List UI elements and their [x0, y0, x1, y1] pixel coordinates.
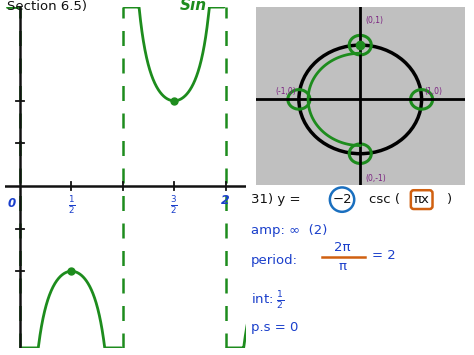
Text: $\frac{1}{2}$: $\frac{1}{2}$: [68, 194, 75, 215]
Text: int: $\frac{1}{2}$: int: $\frac{1}{2}$: [251, 290, 285, 312]
Text: csc (: csc (: [369, 193, 401, 206]
Text: 0: 0: [8, 197, 16, 210]
Text: 2: 2: [221, 194, 230, 207]
Text: = 2: = 2: [372, 249, 395, 262]
Text: πx: πx: [414, 193, 429, 206]
Text: (0,-1): (0,-1): [365, 174, 386, 182]
Text: p.s = 0: p.s = 0: [251, 321, 299, 334]
Text: 2π: 2π: [334, 241, 350, 254]
Text: (1,0): (1,0): [425, 87, 443, 96]
Text: 31) y =: 31) y =: [251, 193, 301, 206]
Text: π: π: [338, 261, 346, 273]
Text: −2: −2: [332, 193, 352, 206]
Text: ): ): [447, 193, 452, 206]
Text: (0,1): (0,1): [365, 16, 383, 25]
Text: Sin: Sin: [179, 0, 207, 13]
Text: $\frac{3}{2}$: $\frac{3}{2}$: [171, 194, 178, 215]
Text: period:: period:: [251, 255, 298, 267]
Text: amp: ∞  (2): amp: ∞ (2): [251, 224, 328, 237]
Text: Section 6.5): Section 6.5): [7, 0, 87, 13]
Text: (-1,0): (-1,0): [275, 87, 296, 96]
